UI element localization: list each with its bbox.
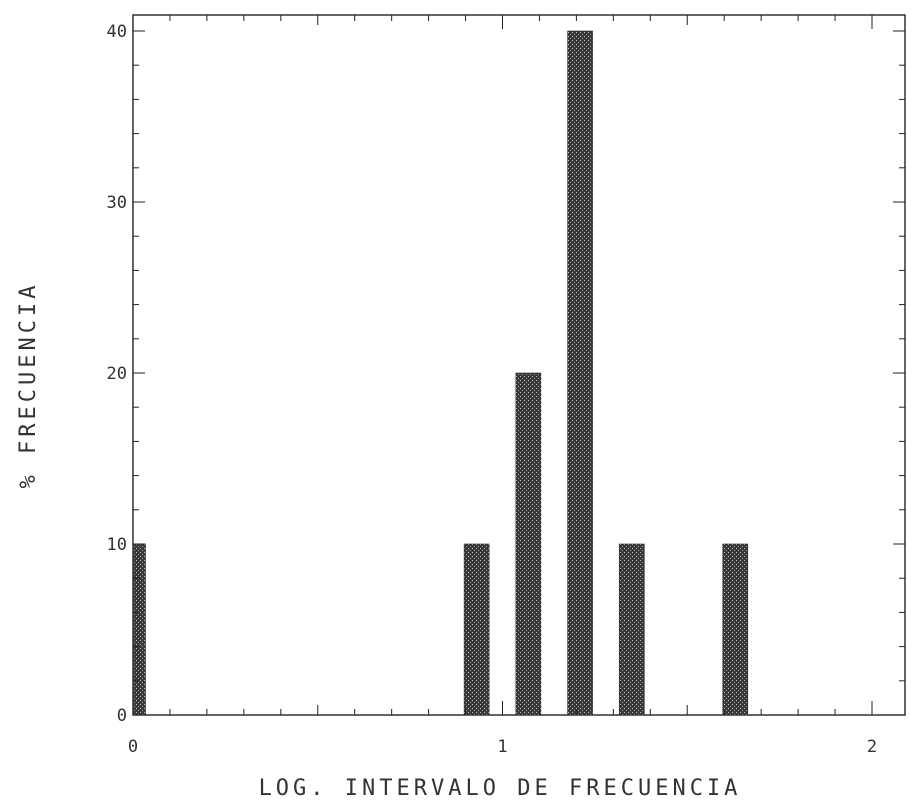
bar-1 xyxy=(463,543,490,716)
tick-labels: 0 10 20 30 40 0 1 2 xyxy=(107,22,878,757)
x-tick-label-0: 0 xyxy=(128,737,138,757)
y-tick-label-40: 40 xyxy=(107,22,127,42)
bar-5 xyxy=(722,543,749,716)
ticks xyxy=(132,15,905,716)
x-axis-label: LOG. INTERVALO DE FRECUENCIA xyxy=(259,776,742,801)
x-tick-label-1: 1 xyxy=(497,737,507,757)
y-axis-label: % FRECUENCIA xyxy=(16,282,41,489)
y-tick-label-30: 30 xyxy=(107,193,127,213)
y-tick-label-20: 20 xyxy=(107,364,127,384)
bar-2 xyxy=(515,372,542,716)
y-tick-label-0: 0 xyxy=(117,706,127,726)
bar-3 xyxy=(567,30,593,716)
bar-4 xyxy=(619,543,645,716)
x-tick-label-2: 2 xyxy=(867,737,877,757)
bar-0 xyxy=(132,543,146,716)
y-tick-label-10: 10 xyxy=(107,535,127,555)
bars xyxy=(132,30,749,716)
